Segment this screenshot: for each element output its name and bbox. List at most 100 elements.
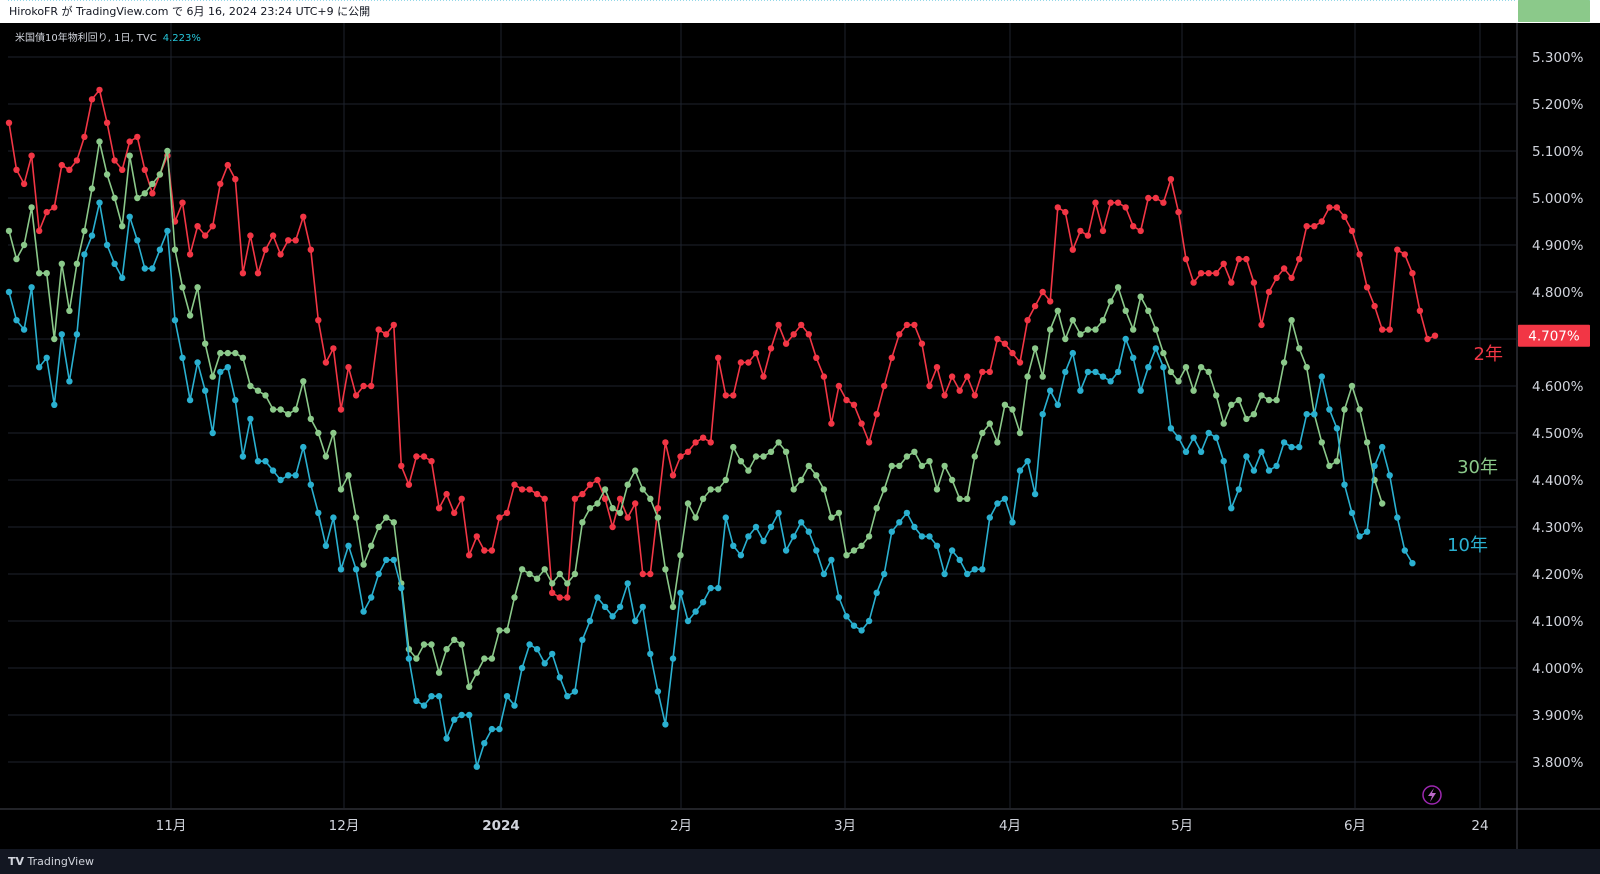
data-point bbox=[760, 453, 767, 460]
data-point bbox=[322, 359, 330, 366]
data-point bbox=[986, 420, 993, 427]
data-point bbox=[66, 166, 73, 173]
data-point bbox=[81, 251, 88, 258]
data-point bbox=[345, 472, 352, 479]
data-point bbox=[315, 509, 322, 517]
data-point bbox=[413, 697, 420, 705]
data-point bbox=[1054, 307, 1062, 314]
data-point bbox=[579, 636, 586, 643]
data-point bbox=[503, 693, 511, 700]
data-point bbox=[964, 570, 971, 578]
data-point bbox=[390, 519, 397, 526]
data-point bbox=[798, 519, 805, 526]
data-point bbox=[383, 556, 390, 564]
data-point bbox=[511, 594, 518, 601]
data-point bbox=[1137, 293, 1144, 300]
data-point bbox=[1243, 453, 1250, 460]
data-point bbox=[798, 476, 805, 484]
footer-brand: TradingView bbox=[27, 855, 94, 868]
data-point bbox=[1280, 265, 1288, 272]
data-point bbox=[760, 537, 767, 545]
data-point bbox=[1122, 307, 1129, 314]
data-point bbox=[1122, 204, 1129, 211]
data-point bbox=[813, 354, 820, 361]
data-point bbox=[684, 617, 692, 625]
data-point bbox=[322, 453, 330, 460]
data-point bbox=[179, 199, 186, 206]
data-point bbox=[119, 274, 126, 282]
data-point bbox=[1107, 199, 1114, 206]
data-point bbox=[994, 500, 1001, 507]
data-point bbox=[873, 589, 880, 596]
data-point bbox=[1333, 458, 1341, 465]
data-point bbox=[903, 509, 911, 517]
data-point bbox=[654, 688, 662, 695]
data-point bbox=[300, 213, 307, 220]
data-point bbox=[1273, 396, 1280, 404]
series-name-label: 30年 bbox=[1457, 457, 1498, 478]
y-tick-label: 5.000% bbox=[1532, 191, 1584, 207]
data-point bbox=[420, 702, 428, 709]
data-point bbox=[443, 735, 450, 742]
tradingview-logo-icon[interactable]: 𝗧𝗩 bbox=[8, 855, 25, 868]
y-tick-label: 4.200% bbox=[1532, 567, 1584, 583]
data-point bbox=[232, 176, 239, 183]
data-point bbox=[933, 542, 941, 549]
data-point bbox=[1182, 448, 1190, 455]
data-point bbox=[20, 180, 28, 188]
data-point bbox=[1054, 204, 1062, 211]
data-point bbox=[496, 725, 503, 733]
data-point bbox=[413, 655, 420, 662]
data-point bbox=[1062, 368, 1069, 376]
data-point bbox=[254, 387, 262, 394]
data-point bbox=[111, 194, 118, 202]
data-point bbox=[232, 349, 239, 357]
data-point bbox=[790, 331, 797, 338]
data-point bbox=[1386, 472, 1393, 479]
data-point bbox=[677, 453, 684, 460]
data-point bbox=[1333, 425, 1341, 432]
data-point bbox=[141, 265, 148, 272]
data-point bbox=[1152, 194, 1160, 202]
data-point bbox=[1265, 288, 1273, 296]
data-point bbox=[1009, 349, 1016, 357]
data-point bbox=[368, 542, 375, 549]
data-point bbox=[858, 627, 865, 634]
data-point bbox=[1303, 411, 1310, 418]
data-point bbox=[360, 382, 367, 390]
data-point bbox=[1077, 227, 1084, 235]
data-point bbox=[896, 519, 903, 526]
data-point bbox=[526, 486, 533, 493]
data-point bbox=[1318, 218, 1326, 225]
data-point bbox=[51, 401, 58, 408]
lightning-icon[interactable] bbox=[1422, 785, 1442, 805]
data-point bbox=[1167, 368, 1175, 376]
data-point bbox=[632, 467, 639, 474]
data-point bbox=[473, 669, 480, 676]
symbol-legend[interactable]: 米国債10年物利回り, 1日, TVC 4.223% bbox=[15, 29, 201, 44]
y-tick-label: 5.200% bbox=[1532, 97, 1584, 113]
data-point bbox=[1122, 335, 1129, 343]
data-point bbox=[330, 345, 337, 352]
data-point bbox=[239, 354, 247, 361]
data-point bbox=[352, 514, 360, 521]
data-point bbox=[903, 321, 911, 329]
data-point bbox=[1220, 458, 1227, 465]
data-point bbox=[28, 284, 35, 291]
data-point bbox=[1197, 364, 1205, 371]
data-point bbox=[518, 664, 526, 672]
data-point bbox=[511, 481, 518, 488]
data-point bbox=[518, 566, 526, 573]
data-point bbox=[307, 415, 314, 423]
data-point bbox=[96, 138, 103, 145]
data-point bbox=[1114, 199, 1122, 206]
data-point bbox=[1273, 462, 1280, 470]
data-point bbox=[715, 354, 722, 361]
data-point bbox=[684, 500, 692, 507]
data-point bbox=[194, 223, 201, 230]
chart-area[interactable] bbox=[0, 23, 1600, 849]
data-point bbox=[956, 387, 963, 394]
data-point bbox=[43, 270, 50, 277]
data-point bbox=[1273, 274, 1280, 282]
